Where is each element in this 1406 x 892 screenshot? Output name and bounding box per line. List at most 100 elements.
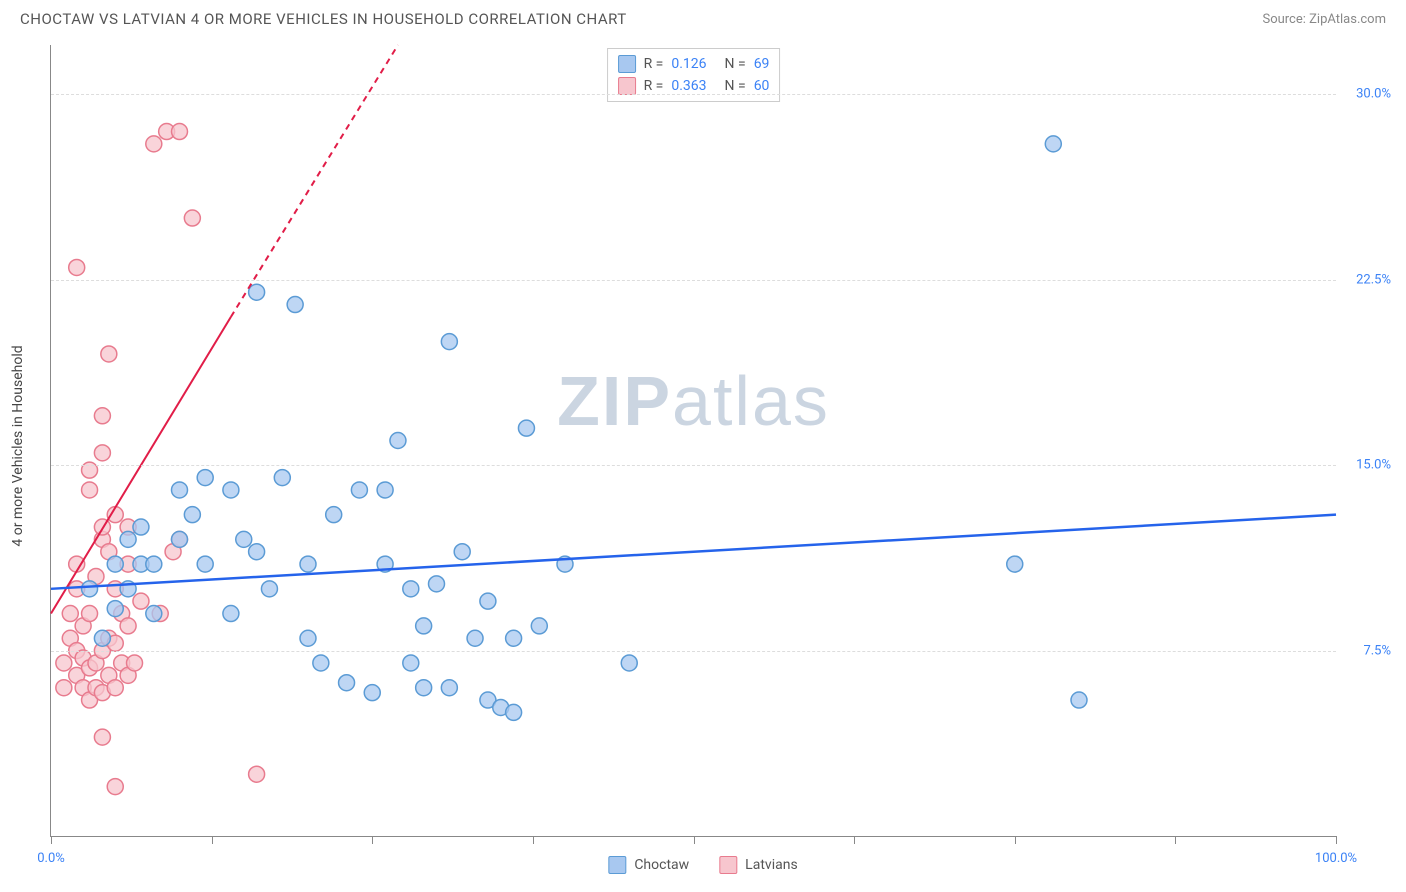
data-point [172, 531, 188, 547]
series-legend: Choctaw Latvians [608, 856, 797, 874]
data-point [300, 556, 316, 572]
data-point [223, 606, 239, 622]
data-point [1007, 556, 1023, 572]
data-point [531, 618, 547, 634]
source-label: Source: ZipAtlas.com [1262, 12, 1386, 27]
xtick-label: 0.0% [37, 851, 65, 866]
data-point [184, 507, 200, 523]
xtick [854, 836, 855, 844]
data-point [506, 704, 522, 720]
data-point [107, 680, 123, 696]
data-point [146, 606, 162, 622]
data-point [339, 675, 355, 691]
data-point [120, 531, 136, 547]
ytick-label: 7.5% [1363, 643, 1391, 658]
legend-item-latvians: Latvians [719, 856, 798, 874]
data-point [454, 544, 470, 560]
data-point [223, 482, 239, 498]
legend-row-choctaw: R = 0.126 N = 69 [618, 53, 770, 75]
data-point [261, 581, 277, 597]
data-point [1071, 692, 1087, 708]
xtick [1175, 836, 1176, 844]
data-point [101, 346, 117, 362]
xtick [51, 836, 52, 844]
data-point [94, 408, 110, 424]
data-point [94, 729, 110, 745]
data-point [249, 766, 265, 782]
xtick [1336, 836, 1337, 844]
data-point [62, 606, 78, 622]
trend-line [51, 515, 1336, 589]
data-point [506, 630, 522, 646]
data-point [403, 655, 419, 671]
data-point [467, 630, 483, 646]
gridline [51, 465, 1336, 466]
data-point [377, 482, 393, 498]
data-point [133, 519, 149, 535]
data-point [621, 655, 637, 671]
data-point [172, 482, 188, 498]
swatch-choctaw [618, 55, 636, 73]
data-point [390, 433, 406, 449]
data-point [1045, 136, 1061, 152]
data-point [120, 618, 136, 634]
data-point [441, 680, 457, 696]
data-point [69, 259, 85, 275]
data-point [480, 593, 496, 609]
data-point [146, 136, 162, 152]
data-point [197, 470, 213, 486]
data-point [364, 685, 380, 701]
data-point [56, 655, 72, 671]
data-point [107, 601, 123, 617]
data-point [274, 470, 290, 486]
data-point [107, 779, 123, 795]
swatch-latvians [618, 77, 636, 95]
ytick-label: 30.0% [1356, 87, 1391, 102]
data-point [172, 124, 188, 140]
data-point [94, 445, 110, 461]
xtick [694, 836, 695, 844]
data-point [184, 210, 200, 226]
data-point [94, 630, 110, 646]
chart-plot-area: ZIPatlas R = 0.126 N = 69 R = 0.363 N = … [50, 45, 1336, 837]
xtick-label: 100.0% [1315, 851, 1357, 866]
data-point [313, 655, 329, 671]
ytick-label: 15.0% [1356, 458, 1391, 473]
data-point [82, 606, 98, 622]
data-point [107, 556, 123, 572]
data-point [416, 618, 432, 634]
xtick [533, 836, 534, 844]
ytick-label: 22.5% [1356, 272, 1391, 287]
data-point [56, 680, 72, 696]
swatch-latvians-icon [719, 856, 737, 874]
gridline [51, 651, 1336, 652]
xtick [212, 836, 213, 844]
data-point [300, 630, 316, 646]
data-point [82, 581, 98, 597]
data-point [351, 482, 367, 498]
data-point [236, 531, 252, 547]
data-point [403, 581, 419, 597]
gridline [51, 94, 1336, 95]
data-point [249, 544, 265, 560]
gridline [51, 280, 1336, 281]
data-point [249, 284, 265, 300]
data-point [429, 576, 445, 592]
data-point [133, 593, 149, 609]
data-point [82, 482, 98, 498]
data-point [518, 420, 534, 436]
data-point [287, 297, 303, 313]
y-axis-label: 4 or more Vehicles in Household [10, 345, 26, 546]
data-point [146, 556, 162, 572]
header: CHOCTAW VS LATVIAN 4 OR MORE VEHICLES IN… [0, 0, 1406, 34]
data-point [127, 655, 143, 671]
chart-title: CHOCTAW VS LATVIAN 4 OR MORE VEHICLES IN… [20, 10, 627, 28]
swatch-choctaw-icon [608, 856, 626, 874]
trend-line [231, 45, 398, 317]
xtick [372, 836, 373, 844]
scatter-svg [51, 45, 1336, 836]
data-point [197, 556, 213, 572]
xtick [1015, 836, 1016, 844]
data-point [416, 680, 432, 696]
data-point [326, 507, 342, 523]
